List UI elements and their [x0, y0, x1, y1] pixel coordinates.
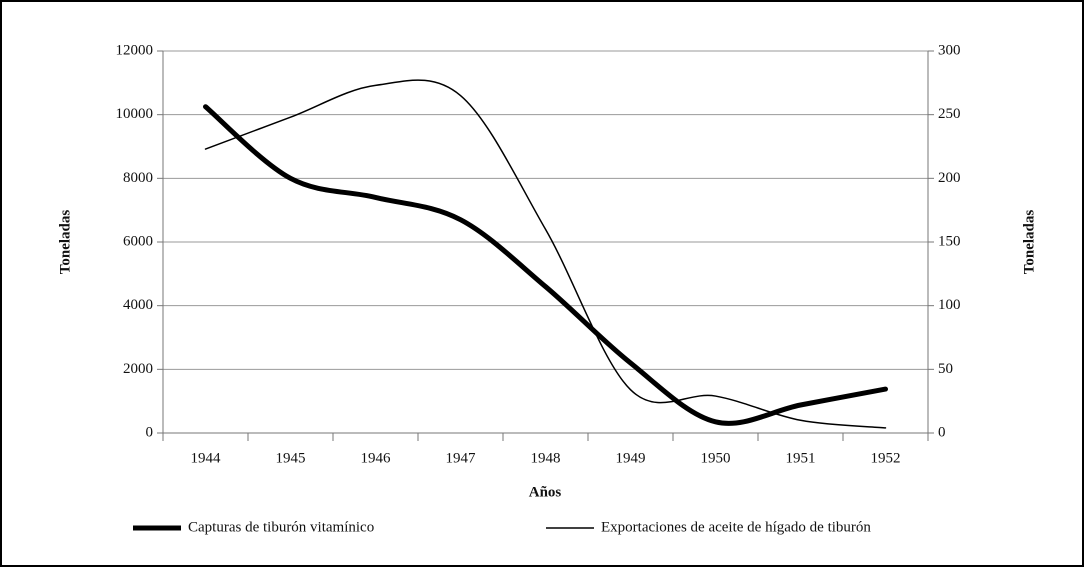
- x-tick-label: 1947: [446, 450, 477, 466]
- y-tick-label: 4000: [123, 297, 153, 313]
- y2-tick-label: 150: [938, 233, 961, 249]
- x-tick-label: 1944: [191, 450, 222, 466]
- y-tick-label: 8000: [123, 170, 153, 186]
- x-tick-label: 1951: [786, 450, 816, 466]
- x-tick-label: 1945: [276, 450, 306, 466]
- y-tick-label: 6000: [123, 233, 153, 249]
- x-axis-title: Años: [529, 484, 562, 500]
- x-tick-label: 1946: [361, 450, 392, 466]
- line-series: [203, 104, 888, 426]
- y-tick-label: 12000: [116, 42, 154, 58]
- y2-tick-label: 100: [938, 297, 961, 313]
- y2-tick-label: 300: [938, 42, 961, 58]
- y-tick-label: 0: [146, 424, 154, 440]
- x-tick-label: 1952: [871, 450, 901, 466]
- legend-label: Capturas de tiburón vitamínico: [188, 519, 374, 535]
- x-tick-label: 1950: [701, 450, 731, 466]
- y-tick-label: 2000: [123, 361, 153, 377]
- y-tick-label: 10000: [116, 106, 154, 122]
- x-tick-label: 1948: [531, 450, 561, 466]
- legend-label: Exportaciones de aceite de hígado de tib…: [601, 519, 871, 535]
- line-series: [204, 79, 887, 429]
- y-axis-title: Toneladas: [57, 210, 73, 275]
- y2-tick-label: 0: [938, 424, 946, 440]
- x-tick-label: 1949: [616, 450, 646, 466]
- y2-tick-label: 250: [938, 106, 961, 122]
- y2-tick-label: 200: [938, 170, 961, 186]
- y2-axis-title: Toneladas: [1021, 210, 1037, 275]
- y2-tick-label: 50: [938, 361, 953, 377]
